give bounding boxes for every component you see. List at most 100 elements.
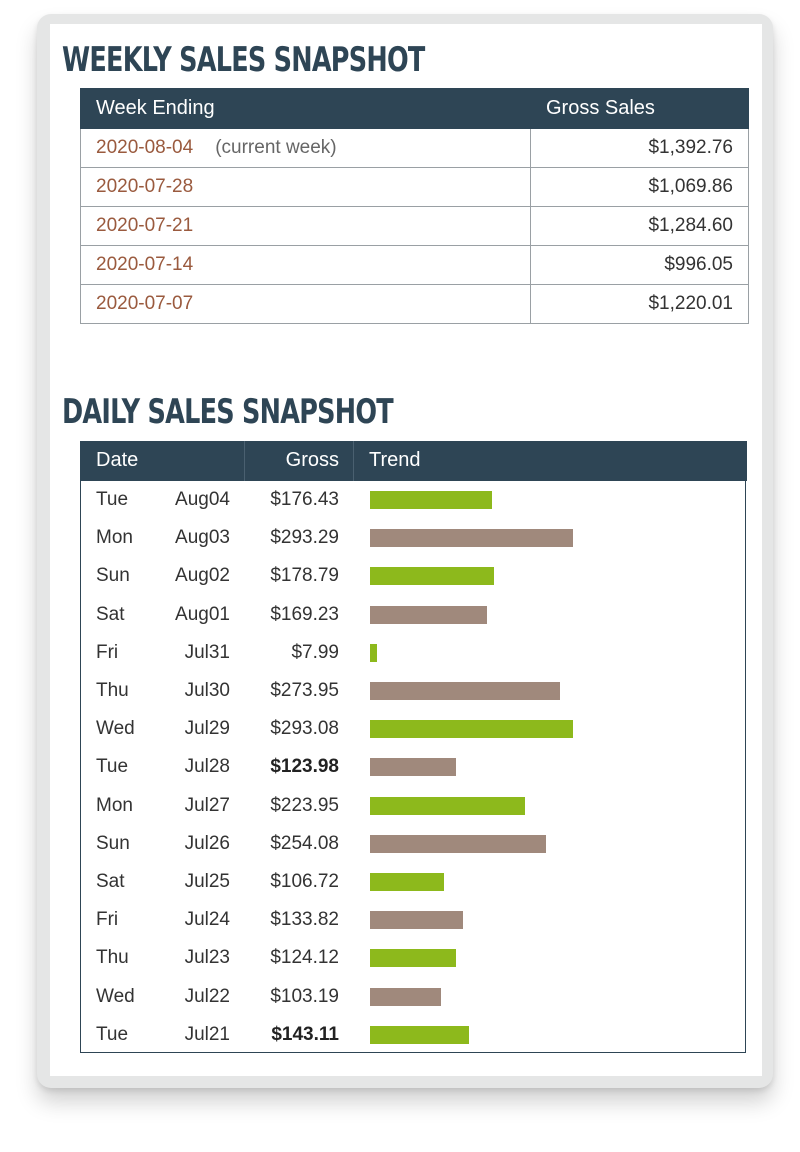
table-row: 2020-07-07 $1,220.01 <box>80 284 749 324</box>
weekday-label: Sat <box>96 603 125 625</box>
current-week-note: (current week) <box>215 137 337 158</box>
weekday-label: Tue <box>96 756 129 778</box>
table-row: Mon Aug03 $293.29 <box>80 518 747 556</box>
trend-bar <box>370 605 487 624</box>
trend-header: Trend <box>369 449 421 471</box>
trend-bar <box>370 796 525 815</box>
table-row: Sat Aug01 $169.23 <box>80 595 747 633</box>
table-row: 2020-07-14 $996.05 <box>80 245 749 285</box>
gross-value: $176.43 <box>270 489 339 510</box>
week-ending-date: 2020-07-14 <box>80 245 531 285</box>
trend-bar <box>370 987 441 1006</box>
table-row: Sat Jul25 $106.72 <box>80 862 747 900</box>
date-label: Aug03 <box>175 527 230 549</box>
table-row: Thu Jul30 $273.95 <box>80 671 747 709</box>
table-row: 2020-08-04 (current week) $1,392.76 <box>80 128 749 168</box>
gross-sales-value: $996.05 <box>530 245 749 285</box>
table-row: Sun Aug02 $178.79 <box>80 556 747 594</box>
gross-value: $293.29 <box>270 527 339 549</box>
weekday-label: Mon <box>96 794 133 816</box>
trend-bar <box>370 758 456 777</box>
daily-header-row: Date Gross Trend <box>80 441 747 481</box>
date-label: Jul27 <box>184 794 230 816</box>
date-label: Aug04 <box>175 489 230 510</box>
weekday-label: Tue <box>96 489 129 510</box>
weekday-label: Wed <box>96 985 135 1007</box>
trend-bar <box>370 491 492 509</box>
trend-bar <box>370 567 494 586</box>
header-divider <box>244 441 245 481</box>
weekday-label: Fri <box>96 909 119 931</box>
table-row: 2020-07-21 $1,284.60 <box>80 206 749 246</box>
date-label: Jul25 <box>184 871 230 892</box>
date-header: Date <box>96 449 139 471</box>
date-label: Aug02 <box>175 565 230 587</box>
trend-bar <box>370 682 560 700</box>
table-row: Wed Jul29 $293.08 <box>80 709 747 747</box>
table-row: Thu Jul23 $124.12 <box>80 938 747 976</box>
weekday-label: Fri <box>96 641 119 663</box>
weekly-title: WEEKLY SALES SNAPSHOT <box>62 40 425 80</box>
week-ending-date: 2020-08-04 <box>96 137 194 158</box>
gross-value: $133.82 <box>270 909 339 931</box>
date-label: Aug01 <box>175 603 230 625</box>
header-divider <box>353 441 354 481</box>
gross-value: $123.98 <box>270 756 339 778</box>
date-label: Jul31 <box>184 641 230 663</box>
gross-value: $143.11 <box>271 1023 339 1045</box>
gross-sales-value: $1,392.76 <box>530 128 749 168</box>
gross-value: $293.08 <box>270 718 339 740</box>
gross-sales-value: $1,220.01 <box>530 284 749 324</box>
date-label: Jul26 <box>184 832 230 854</box>
table-row: Fri Jul24 $133.82 <box>80 900 747 938</box>
weekly-sales-table: Week Ending Gross Sales 2020-08-04 (curre… <box>80 88 749 324</box>
gross-header: Gross <box>285 449 339 471</box>
weekday-label: Sun <box>96 832 130 854</box>
table-row: Mon Jul27 $223.95 <box>80 786 747 824</box>
weekday-label: Sat <box>96 871 125 892</box>
weekday-label: Thu <box>96 947 129 969</box>
gross-value: $124.12 <box>270 947 339 969</box>
date-label: Jul21 <box>184 1023 230 1045</box>
date-label: Jul23 <box>184 947 230 969</box>
table-row: Tue Jul28 $123.98 <box>80 747 747 785</box>
date-label: Jul24 <box>184 909 230 931</box>
trend-bar <box>370 643 377 662</box>
table-row: Sun Jul26 $254.08 <box>80 824 747 862</box>
trend-bar <box>370 949 456 968</box>
table-row: Fri Jul31 $7.99 <box>80 633 747 671</box>
table-row: Tue Jul21 $143.11 <box>80 1015 747 1053</box>
table-row: 2020-07-28 $1,069.86 <box>80 167 749 207</box>
week-ending-date: 2020-07-07 <box>80 284 531 324</box>
trend-bar <box>370 720 573 739</box>
weekday-label: Sun <box>96 565 130 587</box>
gross-sales-value: $1,069.86 <box>530 167 749 207</box>
date-label: Jul22 <box>184 985 230 1007</box>
weekday-label: Thu <box>96 680 129 701</box>
daily-title: DAILY SALES SNAPSHOT <box>62 392 394 432</box>
trend-bar <box>370 911 463 930</box>
gross-sales-header: Gross Sales <box>530 88 749 129</box>
week-cell: 2020-08-04 (current week) <box>80 128 531 168</box>
gross-sales-value: $1,284.60 <box>530 206 749 246</box>
gross-value: $273.95 <box>270 680 339 701</box>
trend-bar <box>370 529 573 548</box>
gross-value: $223.95 <box>270 794 339 816</box>
trend-bar <box>370 873 444 891</box>
gross-value: $7.99 <box>291 641 339 663</box>
date-label: Jul29 <box>184 718 230 740</box>
gross-value: $106.72 <box>270 871 339 892</box>
gross-value: $178.79 <box>270 565 339 587</box>
weekly-header-row: Week Ending Gross Sales <box>80 88 749 129</box>
date-label: Jul28 <box>184 756 230 778</box>
gross-value: $103.19 <box>270 985 339 1007</box>
table-row: Wed Jul22 $103.19 <box>80 977 747 1015</box>
gross-value: $169.23 <box>270 603 339 625</box>
weekday-label: Wed <box>96 718 135 740</box>
week-ending-date: 2020-07-21 <box>80 206 531 246</box>
trend-bar <box>370 1025 469 1044</box>
week-ending-header: Week Ending <box>80 88 531 129</box>
week-ending-date: 2020-07-28 <box>80 167 531 207</box>
table-row: Tue Aug04 $176.43 <box>80 480 747 518</box>
weekday-label: Mon <box>96 527 133 549</box>
